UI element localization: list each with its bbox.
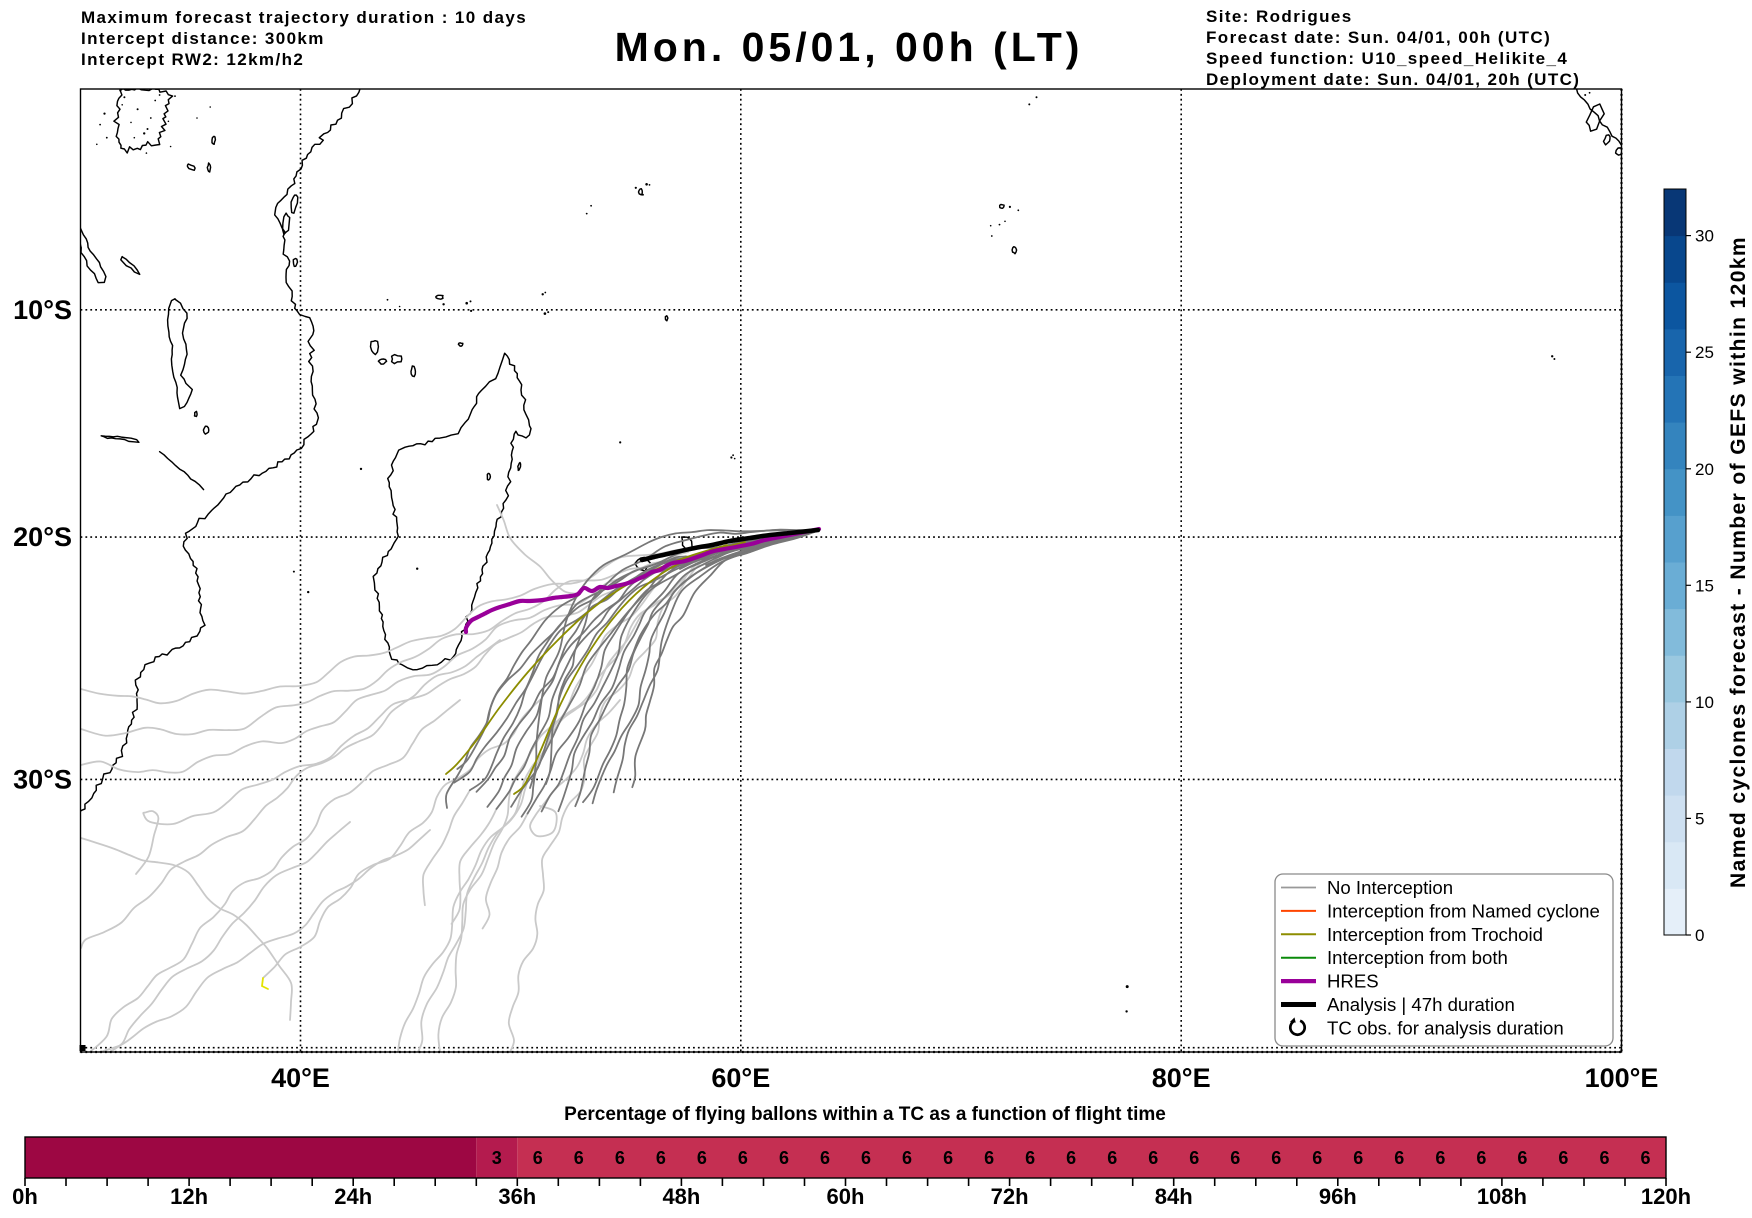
svg-text:Intercept distance: 300km: Intercept distance: 300km (81, 29, 325, 48)
svg-text:40°E: 40°E (271, 1063, 330, 1093)
svg-text:6: 6 (820, 1148, 830, 1168)
svg-text:Deployment date: Sun. 04/01, 2: Deployment date: Sun. 04/01, 20h (UTC) (1206, 70, 1580, 89)
svg-text:108h: 108h (1477, 1184, 1527, 1209)
svg-text:60h: 60h (827, 1184, 865, 1209)
svg-text:6: 6 (738, 1148, 748, 1168)
svg-text:Percentage of flying ballons w: Percentage of flying ballons within a TC… (564, 1104, 1166, 1125)
svg-text:HRES: HRES (1327, 971, 1379, 992)
svg-text:96h: 96h (1319, 1184, 1357, 1209)
svg-text:6: 6 (697, 1148, 707, 1168)
svg-text:6: 6 (902, 1148, 912, 1168)
svg-text:6: 6 (1271, 1148, 1281, 1168)
svg-text:6: 6 (1066, 1148, 1076, 1168)
svg-text:6: 6 (1025, 1148, 1035, 1168)
svg-text:6: 6 (1230, 1148, 1240, 1168)
svg-text:Interception from both: Interception from both (1327, 947, 1508, 968)
svg-text:6: 6 (1353, 1148, 1363, 1168)
svg-text:6: 6 (1558, 1148, 1568, 1168)
svg-text:No Interception: No Interception (1327, 877, 1453, 898)
svg-text:Site: Rodrigues: Site: Rodrigues (1206, 7, 1353, 26)
svg-text:30: 30 (1695, 227, 1714, 246)
svg-text:25: 25 (1695, 343, 1714, 362)
svg-text:3: 3 (492, 1148, 502, 1168)
svg-text:6: 6 (1394, 1148, 1404, 1168)
svg-text:6: 6 (1107, 1148, 1117, 1168)
svg-text:0h: 0h (12, 1184, 38, 1209)
svg-text:Mon. 05/01, 00h (LT): Mon. 05/01, 00h (LT) (615, 24, 1084, 70)
svg-text:Intercept RW2: 12km/h2: Intercept RW2: 12km/h2 (81, 50, 304, 69)
svg-text:30°S: 30°S (13, 764, 72, 794)
svg-text:0: 0 (1695, 926, 1704, 945)
svg-text:TC obs. for analysis duration: TC obs. for analysis duration (1327, 1017, 1564, 1038)
svg-text:6: 6 (779, 1148, 789, 1168)
svg-text:10: 10 (1695, 693, 1714, 712)
svg-text:Interception from Trochoid: Interception from Trochoid (1327, 924, 1543, 945)
svg-text:12h: 12h (170, 1184, 208, 1209)
svg-text:72h: 72h (991, 1184, 1029, 1209)
svg-text:6: 6 (1312, 1148, 1322, 1168)
svg-text:6: 6 (533, 1148, 543, 1168)
svg-text:36h: 36h (498, 1184, 536, 1209)
svg-text:6: 6 (1476, 1148, 1486, 1168)
svg-text:6: 6 (615, 1148, 625, 1168)
svg-text:48h: 48h (662, 1184, 700, 1209)
svg-text:6: 6 (943, 1148, 953, 1168)
svg-text:Analysis | 47h duration: Analysis | 47h duration (1327, 994, 1515, 1015)
svg-text:80°E: 80°E (1152, 1063, 1211, 1093)
svg-text:5: 5 (1695, 809, 1704, 828)
svg-text:Speed function: U10_speed_Heli: Speed function: U10_speed_Helikite_4 (1206, 49, 1568, 68)
svg-text:6: 6 (1640, 1148, 1650, 1168)
svg-text:120h: 120h (1641, 1184, 1691, 1209)
svg-text:6: 6 (1148, 1148, 1158, 1168)
svg-text:60°E: 60°E (711, 1063, 770, 1093)
svg-text:6: 6 (1435, 1148, 1445, 1168)
svg-text:100°E: 100°E (1585, 1063, 1659, 1093)
svg-text:6: 6 (861, 1148, 871, 1168)
svg-text:6: 6 (1189, 1148, 1199, 1168)
svg-text:24h: 24h (334, 1184, 372, 1209)
svg-text:15: 15 (1695, 576, 1714, 595)
svg-text:Named cyclones forecast - Numb: Named cyclones forecast - Number of GEFS… (1727, 236, 1750, 888)
svg-text:6: 6 (574, 1148, 584, 1168)
svg-text:20°S: 20°S (13, 522, 72, 552)
svg-text:6: 6 (984, 1148, 994, 1168)
svg-text:84h: 84h (1155, 1184, 1193, 1209)
svg-text:Forecast date: Sun. 04/01, 00h: Forecast date: Sun. 04/01, 00h (UTC) (1206, 28, 1551, 47)
svg-text:6: 6 (656, 1148, 666, 1168)
svg-text:6: 6 (1517, 1148, 1527, 1168)
svg-text:10°S: 10°S (13, 295, 72, 325)
svg-text:6: 6 (1599, 1148, 1609, 1168)
svg-text:20: 20 (1695, 460, 1714, 479)
svg-text:Maximum forecast trajectory du: Maximum forecast trajectory duration : 1… (81, 8, 527, 27)
svg-text:Interception from Named cyclon: Interception from Named cyclone (1327, 900, 1600, 921)
